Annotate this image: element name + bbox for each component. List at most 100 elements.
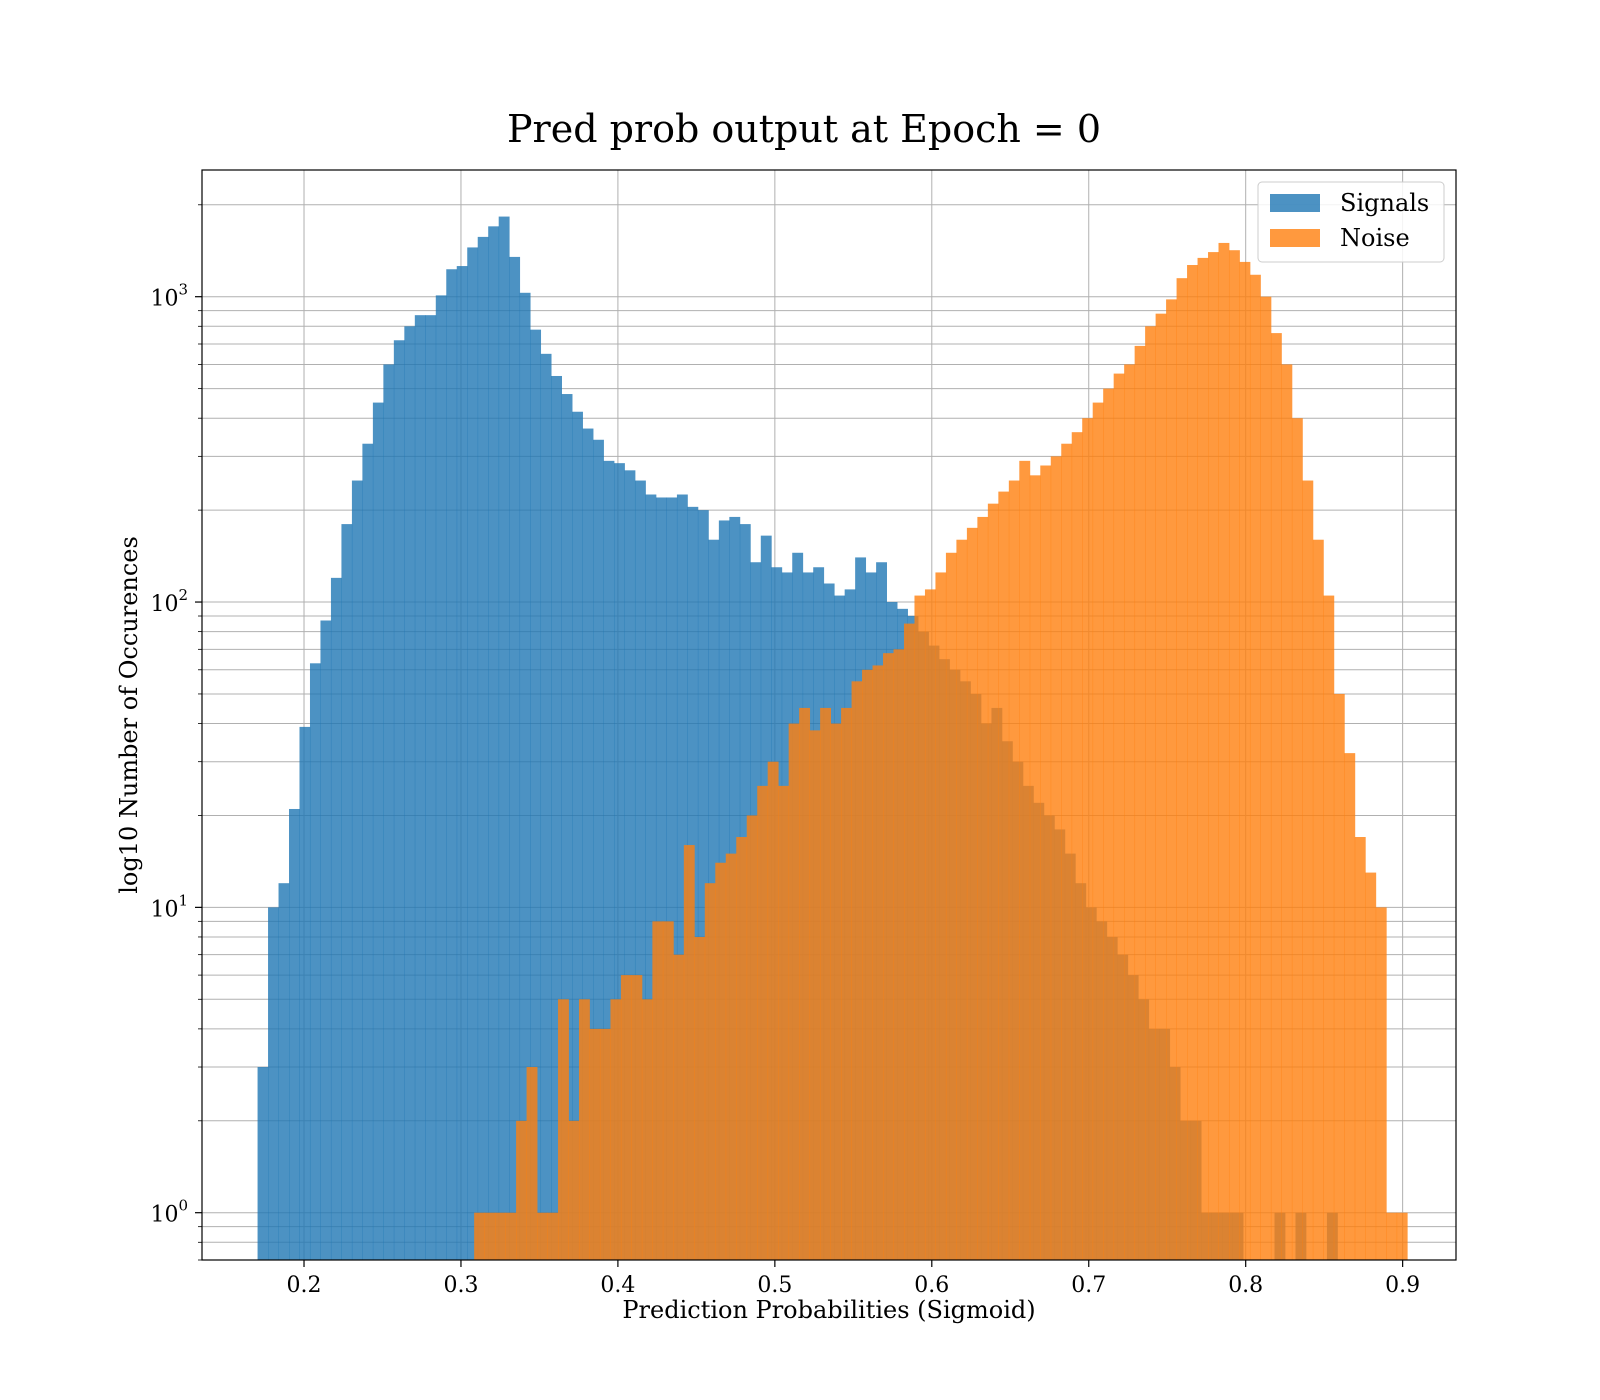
noise-bar	[474, 1212, 486, 1260]
noise-bar	[841, 707, 852, 1260]
noise-bar	[1103, 388, 1115, 1261]
noise-bar	[1386, 1212, 1398, 1260]
signals-bar	[572, 411, 583, 1260]
signals-bar	[530, 329, 542, 1260]
noise-bar	[778, 785, 790, 1260]
signals-bar	[393, 340, 405, 1260]
noise-bar	[568, 1120, 580, 1260]
noise-bar	[1260, 296, 1272, 1261]
noise-bar	[966, 527, 978, 1260]
noise-bar	[599, 1028, 611, 1260]
signals-bar	[299, 726, 311, 1260]
signals-bar	[456, 266, 468, 1260]
x-tick-label: 0.5	[757, 1273, 792, 1298]
signals-bar	[268, 907, 279, 1260]
signals-bar	[383, 364, 395, 1261]
noise-bar	[620, 975, 632, 1260]
signals-bar	[467, 247, 479, 1260]
legend-swatch-signals	[1270, 194, 1320, 212]
noise-bar	[1291, 418, 1303, 1260]
y-tick-label: 102	[150, 586, 188, 617]
signals-bar	[509, 256, 521, 1260]
noise-bar	[516, 1120, 527, 1260]
noise-bar	[736, 837, 748, 1260]
noise-bar	[578, 999, 590, 1260]
axes: 0.2 0.3 0.4 0.5 0.6 0.7 0.8 0.9 100 101 102 103	[150, 204, 1420, 1298]
noise-bar	[1145, 326, 1157, 1260]
noise-bar	[631, 975, 643, 1260]
noise-bar	[1176, 278, 1188, 1260]
noise-bar	[558, 999, 569, 1260]
signals-bar	[425, 315, 437, 1260]
noise-bar	[1082, 418, 1094, 1260]
noise-bar	[683, 845, 695, 1260]
noise-bar	[1239, 261, 1251, 1261]
noise-bar	[1008, 480, 1020, 1260]
signals-bar	[540, 353, 552, 1261]
signals-bar	[446, 269, 458, 1260]
noise-bar	[1134, 345, 1146, 1260]
signals-bar	[519, 292, 531, 1260]
noise-bar	[956, 539, 968, 1260]
legend-swatch-noise	[1270, 229, 1320, 247]
signals-bar	[289, 808, 300, 1260]
noise-bar	[1270, 333, 1282, 1260]
noise-bar	[610, 999, 622, 1260]
noise-bar	[537, 1212, 548, 1260]
x-axis-label: Prediction Probabilities (Sigmoid)	[622, 1296, 1035, 1324]
noise-bar	[1365, 872, 1377, 1260]
signals-bar	[676, 494, 688, 1260]
noise-bar	[1281, 364, 1293, 1261]
signals-bar	[488, 226, 500, 1261]
noise-bar	[1155, 313, 1167, 1260]
x-tick-label: 0.4	[600, 1273, 635, 1298]
noise-bar	[1228, 250, 1240, 1260]
noise-bar	[830, 723, 842, 1260]
signals-bar	[561, 394, 573, 1260]
noise-bar	[589, 1028, 601, 1260]
noise-bar	[1197, 257, 1209, 1260]
noise-bar	[1249, 274, 1261, 1260]
signals-bar	[362, 443, 374, 1260]
noise-bar	[1312, 539, 1324, 1260]
signals-bar	[593, 439, 604, 1260]
noise-bar	[1124, 364, 1136, 1261]
noise-bar	[495, 1212, 506, 1260]
noise-bar	[1333, 693, 1345, 1260]
noise-bar	[641, 999, 653, 1260]
noise-bar	[694, 936, 706, 1260]
signals-bar	[330, 577, 342, 1260]
noise-bars	[474, 242, 1408, 1261]
signals-bar	[582, 428, 594, 1261]
noise-bar	[1218, 242, 1230, 1260]
noise-bar	[505, 1212, 517, 1260]
noise-bar	[662, 921, 674, 1260]
noise-bar	[1029, 475, 1041, 1261]
signals-bar	[320, 620, 332, 1260]
signals-bar	[697, 510, 709, 1261]
x-tick-label: 0.7	[1071, 1273, 1106, 1298]
noise-bar	[547, 1212, 559, 1260]
noise-bar	[1092, 402, 1104, 1260]
noise-bar	[1187, 265, 1198, 1261]
noise-bar	[1019, 460, 1031, 1260]
noise-bar	[1375, 907, 1387, 1260]
signals-bar	[477, 236, 489, 1260]
x-tick-label: 0.2	[287, 1273, 322, 1298]
noise-bar	[767, 761, 779, 1260]
signals-bar	[309, 663, 321, 1260]
signals-bar	[614, 463, 625, 1261]
x-tick-label: 0.6	[914, 1273, 949, 1298]
y-tick-label: 100	[150, 1197, 188, 1228]
noise-bar	[746, 815, 758, 1260]
chart-title: Pred prob output at Epoch = 0	[507, 107, 1101, 151]
noise-bar	[704, 883, 716, 1260]
noise-bar	[935, 572, 947, 1260]
noise-bar	[977, 516, 989, 1260]
y-tick-label: 103	[150, 281, 188, 312]
legend: Signals Noise	[1257, 181, 1445, 263]
noise-bar	[872, 665, 884, 1260]
noise-bar	[987, 503, 999, 1260]
signals-bar	[341, 524, 353, 1260]
noise-bar	[799, 707, 811, 1260]
